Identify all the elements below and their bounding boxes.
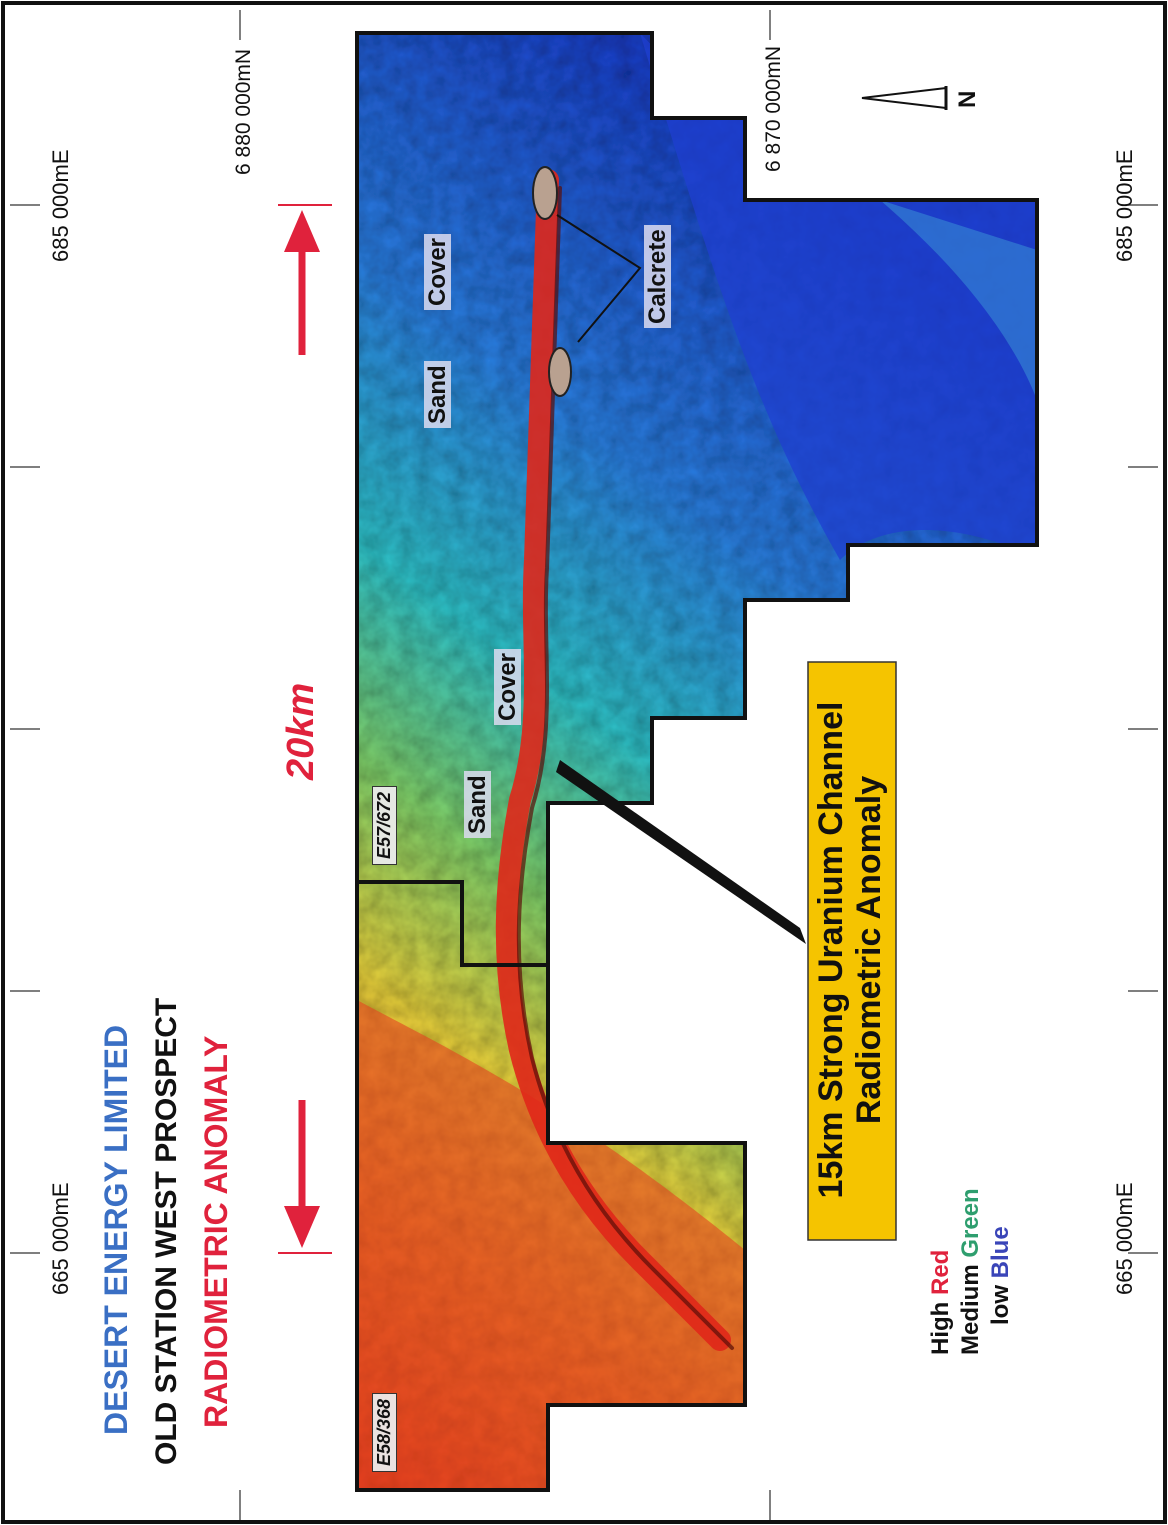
easting-label: 685 000mE	[1112, 149, 1137, 262]
northing-label: 6 880 000mN	[232, 48, 255, 175]
easting-label: 665 000mE	[48, 1182, 73, 1295]
cover-label: Cover	[494, 648, 522, 725]
callout-line-2: Radiometric Anomaly	[850, 775, 888, 1125]
company-word-2: ENERGY	[98, 1161, 134, 1297]
legend-row: low Blue	[987, 1226, 1014, 1325]
subject-title: RADIOMETRIC ANOMALY	[198, 1035, 234, 1428]
north-arrow-icon	[861, 86, 948, 110]
north-label: N	[954, 90, 981, 108]
map-outline	[355, 31, 1039, 1492]
tenement-label: E57/672	[372, 785, 397, 865]
scale-bar	[278, 204, 332, 1254]
company-word-3: LIMITED	[98, 1024, 134, 1153]
sand-label: Sand	[424, 361, 452, 428]
prospect-name: OLD STATION WEST PROSPECT	[150, 997, 183, 1465]
grid-ticks	[10, 10, 1158, 1520]
company-word-1: DESERT	[98, 1305, 134, 1435]
tenement-label: E58/368	[372, 1392, 397, 1472]
easting-label: 665 000mE	[1112, 1182, 1137, 1295]
calcrete-ellipse-south	[548, 347, 572, 397]
anomaly-callout-box	[807, 661, 897, 1241]
legend-row: High Red	[927, 1249, 954, 1355]
anomaly-leader	[556, 760, 806, 944]
colour-legend: High Red Medium Green low Blue	[926, 1188, 1016, 1355]
company-name: DESERT ENERGY LIMITED	[98, 1025, 135, 1435]
callout-line-1: 15km Strong Uranium Channel	[812, 701, 850, 1199]
tenement-boundary	[357, 880, 548, 967]
sand-label: Sand	[464, 771, 492, 838]
scale-label: 20km	[280, 682, 322, 780]
northing-label: 6 870 000mN	[762, 45, 785, 172]
anomaly-callout-text: 15km Strong Uranium Channel Radiometric …	[812, 670, 888, 1230]
easting-label: 685 000mE	[48, 149, 73, 262]
legend-row: Medium Green	[957, 1188, 984, 1355]
cover-label: Cover	[424, 233, 452, 310]
calcrete-leader	[556, 214, 642, 343]
calcrete-label: Calcrete	[644, 225, 672, 328]
calcrete-ellipse-north	[532, 166, 558, 220]
